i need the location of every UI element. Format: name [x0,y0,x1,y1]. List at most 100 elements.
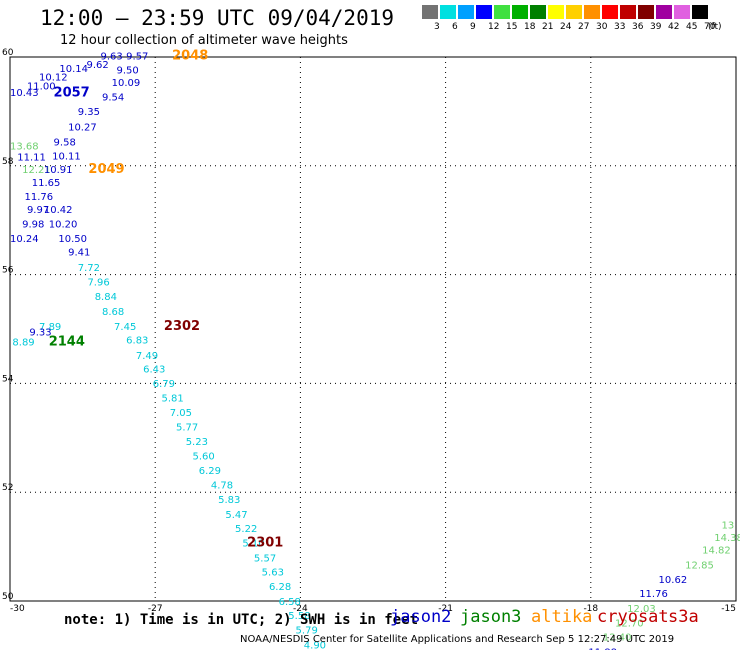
wave-height-label: 12.70 [615,619,644,630]
wave-height-label: 11.11 [17,152,46,163]
colorbar-swatch [584,5,601,19]
lon-tick-label: -27 [148,604,163,614]
colorbar-swatch [512,5,529,19]
colorbar-swatch [494,5,511,19]
pass-time-label: 2057 [54,86,90,101]
colorbar-label: 6 [452,22,458,32]
lat-tick-label: 50 [2,592,14,602]
colorbar-swatch [656,5,673,19]
colorbar-swatch [674,5,691,19]
page-subtitle: 12 hour collection of altimeter wave hei… [60,33,348,48]
colorbar-label: 39 [650,22,662,32]
wave-height-label: 10.50 [58,234,87,245]
wave-height-label: 7.05 [170,408,192,419]
wave-height-label: 5.83 [218,495,240,506]
wave-height-label: 4.90 [304,640,326,650]
colorbar-swatch [422,5,439,19]
wave-height-label: 7.96 [87,277,109,288]
colorbar-label: 24 [560,22,572,32]
wave-height-label: 10.27 [68,122,97,133]
wave-height-label: 13.68 [10,141,39,152]
wave-height-label: 6.29 [199,466,221,477]
colorbar-swatch [440,5,457,19]
colorbar-swatch [566,5,583,19]
lat-tick-label: 60 [2,48,14,58]
wave-height-label: 10.12 [39,72,68,83]
wave-height-label: 10.14 [59,64,88,75]
wave-height-label: 5.77 [176,423,198,434]
wave-height-label: 11.88 [588,647,617,650]
wave-height-label: 12.21 [22,165,51,176]
colorbar-legend: 3 6 9 12 15 18 21 24 27 30 33 36 39 42 45 70 (ft) [422,5,734,35]
satellite-legend-cryosat: cryosat [597,607,669,627]
wave-height-label: 12.03 [627,604,656,615]
wave-height-label: 5.10 [242,539,264,550]
wave-height-label: 10.24 [10,234,39,245]
map-frame [9,56,737,602]
colorbar-swatch [638,5,655,19]
colorbar-swatch [620,5,637,19]
wave-height-label: 10.09 [112,78,141,89]
colorbar-label: 30 [596,22,608,32]
colorbar-label: 18 [524,22,536,32]
wave-height-label: 5.22 [235,524,257,535]
footer-note: note: 1) Time is in UTC; 2) SWH is in fe… [64,612,419,628]
wave-height-label: 5.23 [186,437,208,448]
wave-height-label: 6.28 [269,582,291,593]
wave-height-label: 5.63 [262,567,284,578]
pass-time-label: 2048 [172,49,208,64]
wave-height-label: 7.45 [114,322,136,333]
satellite-legend-s3a: s3a [668,607,699,627]
wave-height-label: 5.57 [254,553,276,564]
wave-height-label: 10.62 [659,575,688,586]
colorbar-label: 36 [632,22,644,32]
colorbar-label: 70 [704,22,716,32]
wave-height-label: 5.47 [225,510,247,521]
wave-height-label: 10.20 [49,219,78,230]
wave-height-label: 14.82 [702,546,731,557]
pass-time-label: 2301 [247,536,283,551]
wave-height-label: 8.84 [95,292,117,303]
wave-height-label: 11.76 [25,192,54,203]
wave-height-label: 7.89 [39,322,61,333]
wave-height-label: 9.33 [29,328,51,339]
wave-height-label: 11.65 [32,178,61,189]
wave-height-label: 12.85 [685,560,714,571]
lon-tick-label: -21 [438,604,453,614]
satellite-legend-altika: altika [531,607,593,627]
colorbar-label: 42 [668,22,680,32]
wave-height-label: 9.58 [54,138,76,149]
wave-height-label: 6.43 [143,365,165,376]
satellite-legend-jason3: jason3 [460,607,522,627]
lon-tick-label: -15 [721,604,736,614]
colorbar-label: 33 [614,22,626,32]
wave-height-label: 9.57 [126,52,148,63]
wave-height-label: 8.89 [12,337,34,348]
colorbar-swatch [476,5,493,19]
colorbar-unit: (ft) [708,22,722,32]
wave-height-label: 4.78 [211,480,233,491]
wave-height-label: 14.38 [714,533,740,544]
lat-tick-label: 58 [2,157,14,167]
wave-height-label: 5.79 [296,626,318,637]
wave-height-label: 10.43 [10,88,39,99]
lon-tick-label: -30 [10,604,25,614]
wave-height-label: 11.76 [639,589,668,600]
wave-height-label: 8.68 [102,307,124,318]
page-title: 12:00 – 23:59 UTC 09/04/2019 [40,6,395,30]
colorbar-swatch [602,5,619,19]
wave-height-label: 12.40 [603,633,632,644]
wave-height-label: 6.79 [153,379,175,390]
pass-time-label: 2049 [88,162,124,177]
wave-height-label: 9.63 [101,52,123,63]
colorbar-label: 12 [488,22,500,32]
colorbar-swatch [458,5,475,19]
wave-height-label: 10.91 [44,165,73,176]
lon-tick-label: -24 [293,604,308,614]
colorbar-swatch [530,5,547,19]
wave-height-label: 6.58 [279,597,301,608]
colorbar-label: 27 [578,22,590,32]
wave-height-label: 9.54 [102,93,124,104]
